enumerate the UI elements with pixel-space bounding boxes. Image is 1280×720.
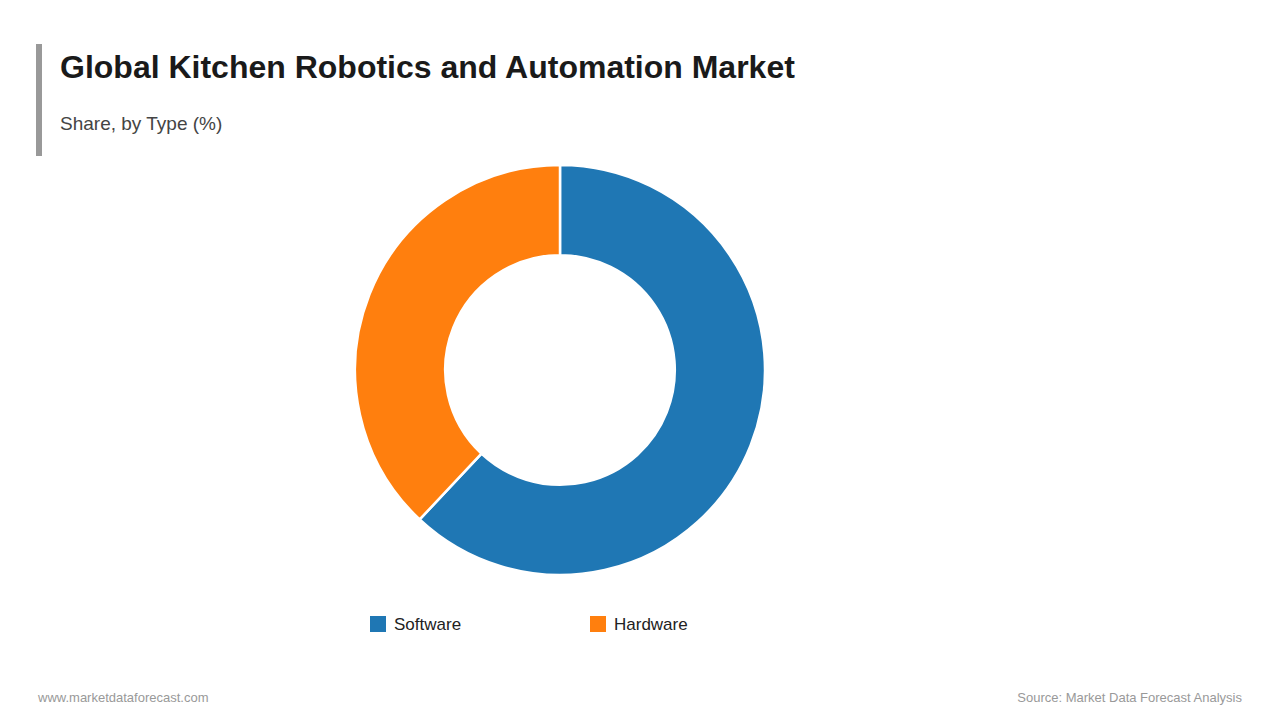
- subtitle: Share, by Type (%): [60, 113, 222, 134]
- slice: [355, 165, 560, 519]
- legend-swatch: [590, 616, 606, 632]
- legend-label: Hardware: [614, 615, 688, 634]
- footer-annotation: Source: Market Data Forecast Analysis: [1017, 690, 1242, 705]
- slices: [355, 165, 765, 575]
- legend-swatch: [370, 616, 386, 632]
- chart-svg: Global Kitchen Robotics and Automation M…: [0, 0, 1280, 720]
- footer-annotation: www.marketdataforecast.com: [37, 690, 209, 705]
- legend-label: Software: [394, 615, 461, 634]
- legend: Software Hardware: [370, 615, 688, 634]
- legend-item: Software: [370, 615, 461, 634]
- title: Global Kitchen Robotics and Automation M…: [60, 49, 795, 85]
- legend-item: Hardware: [590, 615, 688, 634]
- accent-bar: [36, 44, 42, 156]
